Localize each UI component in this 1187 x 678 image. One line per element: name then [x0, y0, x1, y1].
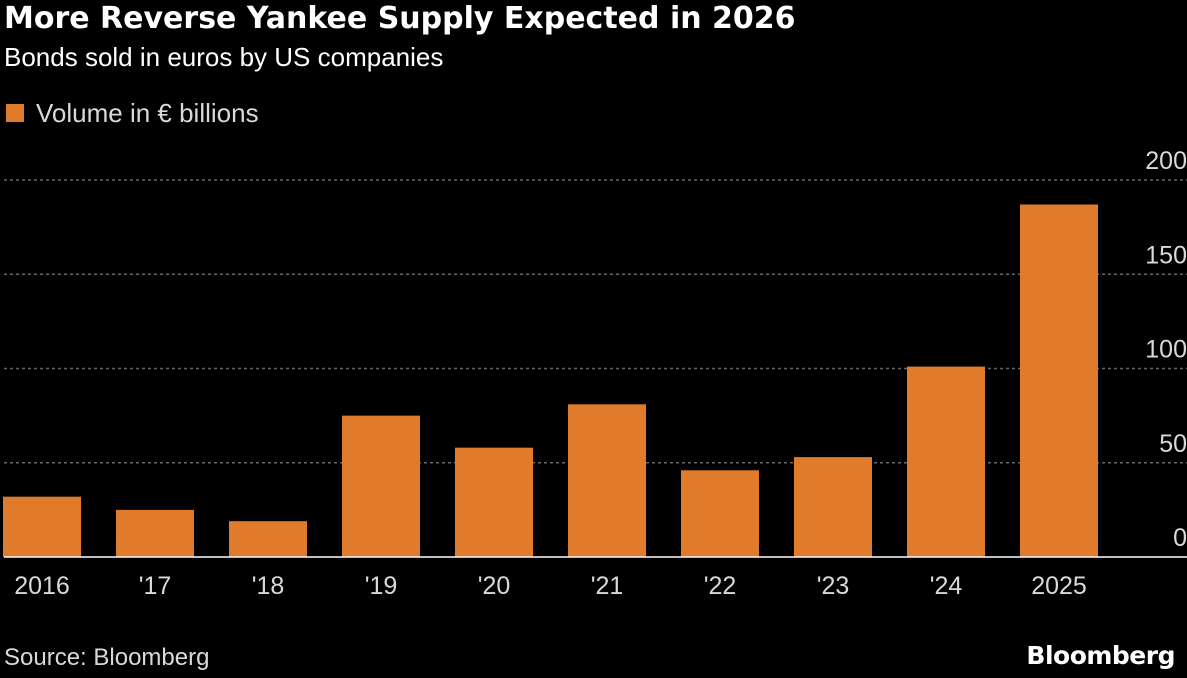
y-tick-label: 150: [1145, 241, 1187, 269]
x-tick-label: 2016: [14, 572, 70, 600]
bar: [907, 366, 985, 557]
bar: [342, 415, 420, 557]
x-tick-label: '24: [930, 572, 963, 600]
x-axis-ticks: 2016 '17 '18 '19 '20 '21 '22 '23 '24 2025: [14, 572, 1087, 600]
x-tick-label: '23: [817, 572, 850, 600]
y-axis-ticks: 0 50 100 150 200: [1145, 147, 1187, 552]
chart-subtitle: Bonds sold in euros by US companies: [4, 42, 444, 72]
bar: [3, 496, 81, 557]
bars: [3, 204, 1098, 557]
x-tick-label: '22: [704, 572, 737, 600]
source-note: Source: Bloomberg: [4, 644, 210, 671]
bar: [229, 521, 307, 557]
legend-swatch: [6, 104, 24, 122]
x-tick-label: 2025: [1031, 572, 1087, 600]
x-tick-label: '19: [365, 572, 398, 600]
x-tick-label: '20: [478, 572, 511, 600]
bar: [794, 457, 872, 557]
bar: [1020, 204, 1098, 557]
bar: [681, 470, 759, 557]
y-tick-label: 50: [1159, 430, 1187, 458]
bar: [116, 509, 194, 557]
bloomberg-logo: Bloomberg: [1026, 641, 1175, 670]
y-tick-label: 200: [1145, 147, 1187, 175]
bar: [568, 404, 646, 557]
legend: Volume in € billions: [6, 97, 259, 129]
x-tick-label: '18: [252, 572, 285, 600]
y-tick-label: 0: [1173, 524, 1187, 552]
gridlines: [4, 179, 1187, 464]
chart-title: More Reverse Yankee Supply Expected in 2…: [4, 1, 796, 36]
y-tick-label: 100: [1145, 336, 1187, 364]
bar: [455, 447, 533, 557]
x-tick-label: '17: [139, 572, 172, 600]
x-tick-label: '21: [591, 572, 624, 600]
legend-label: Volume in € billions: [36, 98, 259, 128]
